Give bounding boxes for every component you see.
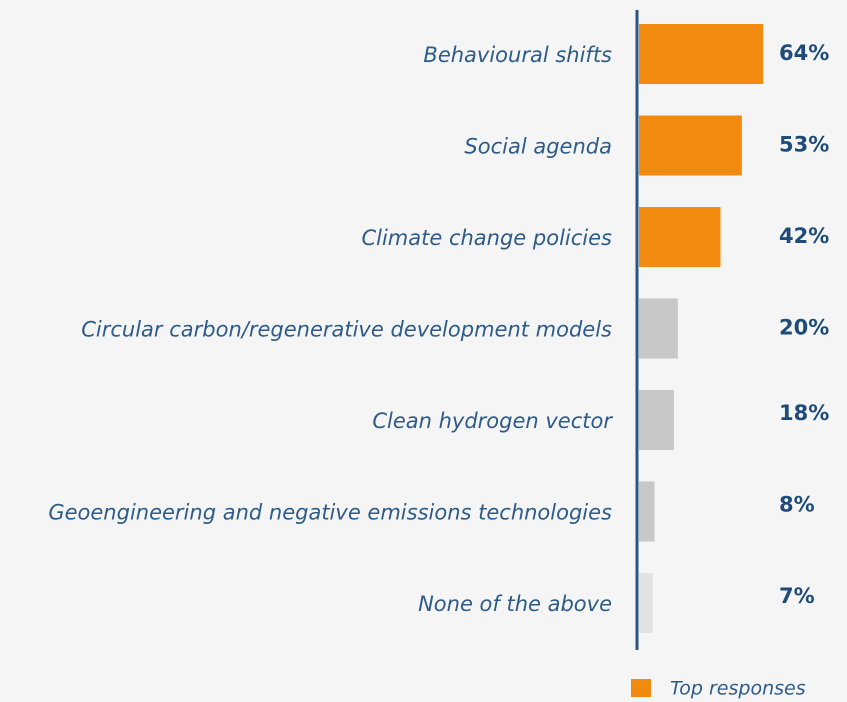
bar <box>639 115 742 176</box>
category-label: Clean hydrogen vector <box>372 409 613 433</box>
category-label: Social agenda <box>464 135 612 159</box>
bar <box>639 481 655 542</box>
category-label: Behavioural shifts <box>423 43 612 67</box>
bar <box>639 298 678 359</box>
category-label: None of the above <box>418 592 612 616</box>
value-label: 42% <box>779 224 829 248</box>
category-label: Geoengineering and negative emissions te… <box>48 501 612 525</box>
legend-swatch <box>631 679 651 697</box>
legend-label: Top responses <box>670 678 806 700</box>
value-label: 53% <box>779 133 829 157</box>
bar <box>639 24 764 84</box>
value-label: 20% <box>779 316 829 340</box>
value-label: 8% <box>779 493 815 517</box>
value-label: 64% <box>779 41 829 65</box>
value-label: 18% <box>779 401 829 425</box>
category-label: Climate change policies <box>361 226 612 250</box>
bar <box>639 207 721 267</box>
bar <box>639 573 653 633</box>
category-label: Circular carbon/regenerative development… <box>81 318 612 342</box>
value-label: 7% <box>779 584 815 608</box>
bar <box>639 390 674 450</box>
